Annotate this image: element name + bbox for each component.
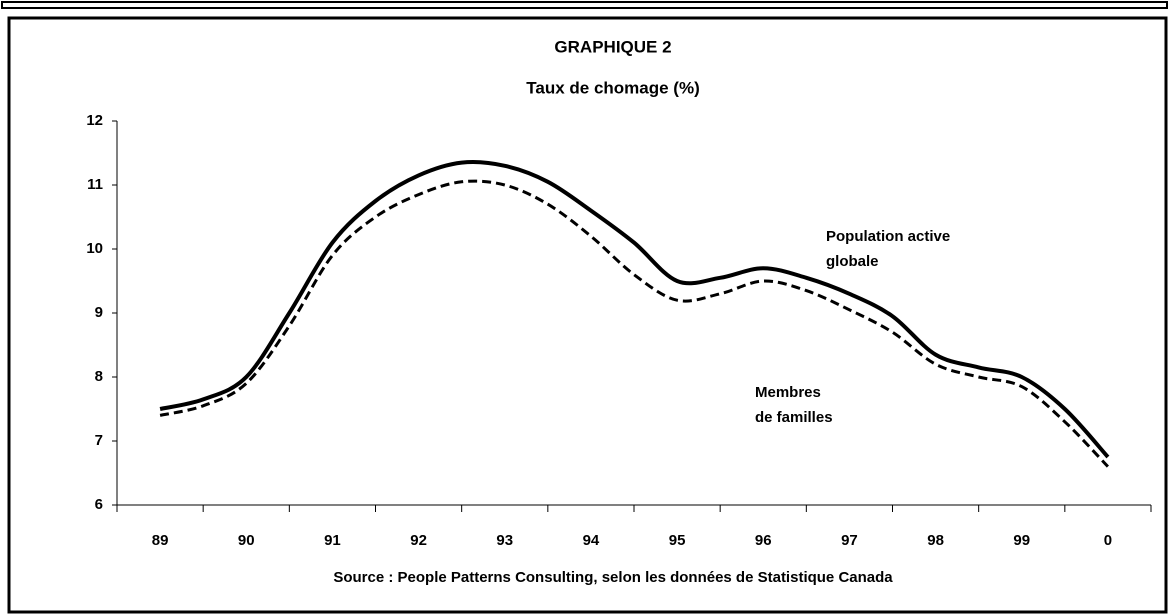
x-tick-label: 0 [1104, 532, 1112, 549]
series-line [159, 159, 1110, 459]
x-tick-label: 90 [238, 532, 255, 549]
x-tick-label: 91 [324, 532, 341, 549]
chart-subtitle: Taux de chomage (%) [526, 78, 700, 97]
x-tick-label: 98 [927, 532, 944, 549]
series-line [159, 179, 1110, 468]
top-frame [1, 1, 1168, 9]
y-tick-label: 6 [95, 496, 103, 513]
x-tick-label: 97 [841, 532, 858, 549]
y-tick-label: 8 [95, 368, 103, 385]
series-label: Population active globale [826, 228, 951, 270]
series-label: Membres de familles [755, 384, 833, 426]
chart-title: GRAPHIQUE 2 [554, 37, 671, 56]
x-tick-label: 93 [496, 532, 513, 549]
y-tick-label: 9 [95, 304, 103, 321]
x-tick-label: 94 [583, 532, 600, 549]
y-tick-label: 10 [86, 240, 103, 257]
y-tick-label: 7 [95, 432, 103, 449]
y-tick-label: 11 [87, 176, 103, 193]
x-tick-label: 99 [1013, 532, 1030, 549]
y-tick-label: 12 [86, 112, 103, 129]
x-tick-label: 96 [755, 532, 772, 549]
chart-frame [7, 16, 1168, 614]
x-tick-label: 92 [410, 532, 427, 549]
x-tick-label: 89 [152, 532, 169, 549]
x-tick-label: 95 [669, 532, 686, 549]
source: Source : People Patterns Consulting, sel… [333, 569, 893, 586]
